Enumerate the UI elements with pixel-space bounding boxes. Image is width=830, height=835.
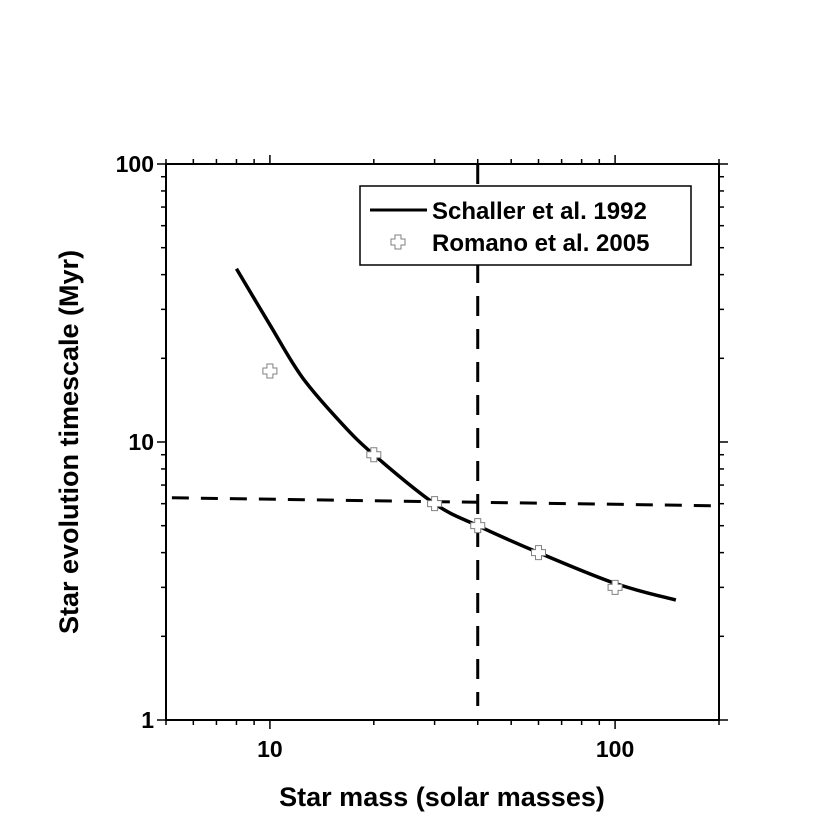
legend-label-schaller: Schaller et al. 1992: [432, 198, 647, 225]
axis-tick-labels: 10 100 1 10 100: [116, 151, 635, 762]
data-point-marker: [607, 579, 623, 595]
romano-markers: [262, 363, 623, 595]
y-axis-title: Star evolution timescale (Myr): [54, 250, 84, 634]
y-tick-label: 10: [128, 429, 154, 455]
data-point-marker: [262, 363, 278, 379]
legend-box: [359, 185, 692, 266]
legend: Schaller et al. 1992 Romano et al. 2005: [359, 185, 692, 266]
schaller-curve: [234, 267, 677, 602]
data-point-marker: [427, 496, 443, 512]
legend-label-romano: Romano et al. 2005: [432, 230, 649, 257]
y-tick-label: 1: [141, 707, 154, 733]
axis-ticks: [157, 155, 728, 729]
legend-cross-marker-icon: [390, 234, 406, 250]
x-tick-label: 100: [596, 736, 634, 762]
data-point-marker: [531, 545, 547, 561]
x-axis-title: Star mass (solar masses): [279, 782, 605, 812]
y-tick-label: 100: [116, 151, 154, 177]
x-tick-label: 10: [257, 736, 283, 762]
schaller-curve-path: [234, 267, 677, 602]
data-point-marker: [470, 518, 486, 534]
data-point-marker: [366, 447, 382, 463]
